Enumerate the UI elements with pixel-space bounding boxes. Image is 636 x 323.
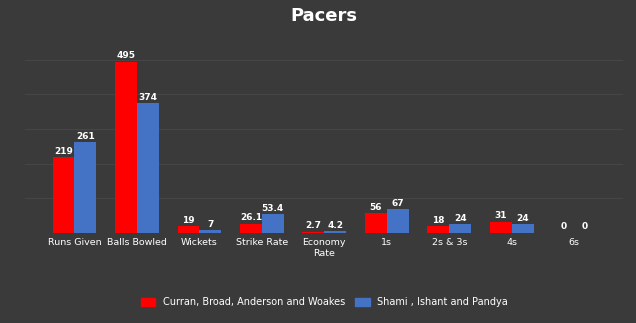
Text: 374: 374 bbox=[139, 93, 157, 102]
Text: 24: 24 bbox=[516, 214, 529, 223]
Bar bbox=[74, 142, 96, 233]
Bar bbox=[262, 214, 284, 233]
Text: 31: 31 bbox=[495, 212, 507, 221]
Text: 18: 18 bbox=[432, 216, 445, 225]
Text: 53.4: 53.4 bbox=[261, 204, 284, 213]
Text: 2.7: 2.7 bbox=[305, 221, 321, 230]
Text: 7: 7 bbox=[207, 220, 214, 229]
Bar bbox=[303, 232, 324, 233]
Bar bbox=[365, 213, 387, 233]
Bar bbox=[427, 226, 449, 233]
Bar bbox=[115, 62, 137, 233]
Bar bbox=[387, 209, 409, 233]
Text: 0: 0 bbox=[582, 222, 588, 231]
Bar bbox=[53, 157, 74, 233]
Legend: Curran, Broad, Anderson and Woakes, Shami , Ishant and Pandya: Curran, Broad, Anderson and Woakes, Sham… bbox=[137, 294, 512, 311]
Bar bbox=[240, 224, 262, 233]
Bar bbox=[449, 224, 471, 233]
Text: 26.1: 26.1 bbox=[240, 213, 262, 222]
Bar bbox=[490, 222, 512, 233]
Bar bbox=[200, 230, 221, 233]
Text: 0: 0 bbox=[560, 222, 567, 231]
Text: 261: 261 bbox=[76, 132, 95, 141]
Text: 24: 24 bbox=[454, 214, 467, 223]
Text: 4.2: 4.2 bbox=[328, 221, 343, 230]
Text: 219: 219 bbox=[54, 147, 73, 156]
Bar bbox=[177, 226, 200, 233]
Bar bbox=[512, 224, 534, 233]
Text: 495: 495 bbox=[116, 51, 135, 60]
Text: 67: 67 bbox=[391, 199, 404, 208]
Title: Pacers: Pacers bbox=[291, 7, 358, 25]
Bar bbox=[324, 231, 346, 233]
Bar bbox=[137, 103, 159, 233]
Text: 56: 56 bbox=[370, 203, 382, 212]
Text: 19: 19 bbox=[182, 216, 195, 224]
